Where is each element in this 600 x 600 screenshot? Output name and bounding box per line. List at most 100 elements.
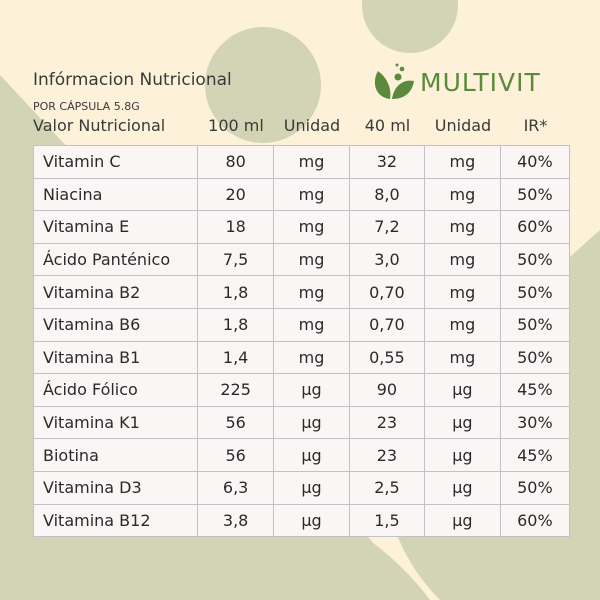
cell-per-100ml: 6,3 (197, 470, 275, 505)
cell-per-40ml: 0,70 (348, 275, 425, 309)
cell-unit-40ml: µg (423, 373, 501, 407)
cell-per-40ml: 32 (348, 145, 425, 179)
cell-per-100ml: 1,8 (197, 307, 275, 342)
col-header-100ml: 100 ml (208, 116, 264, 135)
cell-unit-40ml: mg (423, 210, 501, 244)
cell-unit-100ml: µg (273, 405, 350, 440)
cell-nutrient: Vitamina D3 (32, 470, 199, 505)
table-row: Vitamina B2 1,8 mg 0,70 mg 50% (32, 275, 571, 309)
cell-per-40ml: 8,0 (348, 177, 425, 212)
cell-per-100ml: 1,8 (197, 275, 275, 309)
cell-ir: 50% (499, 275, 571, 309)
cell-unit-40ml: µg (423, 503, 501, 538)
table-row: Niacina 20 mg 8,0 mg 50% (32, 177, 571, 212)
col-header-40ml: 40 ml (364, 116, 411, 135)
cell-nutrient: Vitamina B1 (32, 340, 199, 375)
table-row: Ácido Panténico 7,5 mg 3,0 mg 50% (32, 242, 571, 277)
col-header-ir: IR* (523, 116, 548, 135)
serving-size: POR CÁPSULA 5.8G (33, 100, 140, 113)
cell-ir: 30% (499, 405, 571, 440)
page-title: Infórmacion Nutricional (33, 70, 232, 90)
cell-unit-40ml: mg (423, 177, 501, 212)
cell-unit-100ml: µg (273, 373, 350, 407)
table-row: Vitamina D3 6,3 µg 2,5 µg 50% (32, 470, 571, 505)
cell-nutrient: Ácido Panténico (32, 242, 199, 277)
cell-per-100ml: 18 (197, 210, 275, 244)
cell-unit-100ml: µg (273, 470, 350, 505)
cell-unit-40ml: mg (423, 340, 501, 375)
cell-per-100ml: 225 (197, 373, 275, 407)
col-header-nutrient: Valor Nutricional (33, 116, 166, 135)
cell-per-100ml: 20 (197, 177, 275, 212)
cell-unit-40ml: mg (423, 242, 501, 277)
table-row: Vitamin C 80 mg 32 mg 40% (32, 145, 571, 179)
cell-nutrient: Vitamina E (32, 210, 199, 244)
cell-ir: 50% (499, 307, 571, 342)
cell-unit-40ml: µg (423, 470, 501, 505)
cell-ir: 60% (499, 210, 571, 244)
cell-unit-40ml: mg (423, 307, 501, 342)
cell-unit-100ml: mg (273, 177, 350, 212)
cell-per-100ml: 1,4 (197, 340, 275, 375)
bg-bottom-fill (0, 520, 430, 600)
cell-ir: 50% (499, 242, 571, 277)
cell-unit-100ml: mg (273, 210, 350, 244)
table-row: Vitamina K1 56 µg 23 µg 30% (32, 405, 571, 440)
cell-unit-100ml: mg (273, 242, 350, 277)
cell-per-100ml: 56 (197, 405, 275, 440)
cell-per-40ml: 23 (348, 405, 425, 440)
table-row: Vitamina B1 1,4 mg 0,55 mg 50% (32, 340, 571, 375)
cell-unit-100ml: mg (273, 307, 350, 342)
cell-nutrient: Ácido Fólico (32, 373, 199, 407)
col-header-unit: Unidad (283, 116, 341, 135)
cell-unit-40ml: µg (423, 438, 501, 472)
cell-per-100ml: 3,8 (197, 503, 275, 538)
cell-unit-100ml: µg (273, 503, 350, 538)
bg-circle-small (362, 0, 458, 53)
table-row: Ácido Fólico 225 µg 90 µg 45% (32, 373, 571, 407)
cell-ir: 45% (499, 438, 571, 472)
cell-nutrient: Vitamina B12 (32, 503, 199, 538)
table-row: Vitamina E 18 mg 7,2 mg 60% (32, 210, 571, 244)
cell-ir: 50% (499, 177, 571, 212)
cell-per-40ml: 7,2 (348, 210, 425, 244)
cell-unit-40ml: mg (423, 145, 501, 179)
cell-per-40ml: 3,0 (348, 242, 425, 277)
cell-per-40ml: 1,5 (348, 503, 425, 538)
cell-unit-100ml: mg (273, 145, 350, 179)
cell-unit-40ml: µg (423, 405, 501, 440)
cell-unit-40ml: mg (423, 275, 501, 309)
nutrition-table: Vitamin C 80 mg 32 mg 40% Niacina 20 mg 8,0 mg 50% V… (32, 145, 571, 538)
table-row: Vitamina B12 3,8 µg 1,5 µg 60% (32, 503, 571, 538)
cell-per-100ml: 80 (197, 145, 275, 179)
table-row: Vitamina B6 1,8 mg 0,70 mg 50% (32, 307, 571, 342)
cell-nutrient: Vitamin C (32, 145, 199, 179)
cell-nutrient: Vitamina B6 (32, 307, 199, 342)
cell-per-40ml: 0,55 (348, 340, 425, 375)
cell-per-100ml: 56 (197, 438, 275, 472)
leaf-bubbles-icon (374, 63, 414, 99)
cell-unit-100ml: mg (273, 275, 350, 309)
cell-per-40ml: 23 (348, 438, 425, 472)
cell-per-40ml: 90 (348, 373, 425, 407)
cell-ir: 60% (499, 503, 571, 538)
cell-nutrient: Biotina (32, 438, 199, 472)
cell-nutrient: Niacina (32, 177, 199, 212)
column-headers: Valor Nutricional 100 ml Unidad 40 ml Un… (0, 116, 600, 138)
cell-ir: 50% (499, 470, 571, 505)
cell-ir: 50% (499, 340, 571, 375)
bg-circle-large (205, 27, 321, 143)
cell-nutrient: Vitamina B2 (32, 275, 199, 309)
cell-per-40ml: 2,5 (348, 470, 425, 505)
brand-name: MULTIVIT (420, 67, 541, 97)
cell-per-40ml: 0,70 (348, 307, 425, 342)
col-header-unit-2: Unidad (434, 116, 492, 135)
table-row: Biotina 56 µg 23 µg 45% (32, 438, 571, 472)
cell-ir: 40% (499, 145, 571, 179)
cell-nutrient: Vitamina K1 (32, 405, 199, 440)
cell-unit-100ml: mg (273, 340, 350, 375)
cell-unit-100ml: µg (273, 438, 350, 472)
brand-logo: MULTIVIT (372, 63, 541, 101)
cell-ir: 45% (499, 373, 571, 407)
cell-per-100ml: 7,5 (197, 242, 275, 277)
